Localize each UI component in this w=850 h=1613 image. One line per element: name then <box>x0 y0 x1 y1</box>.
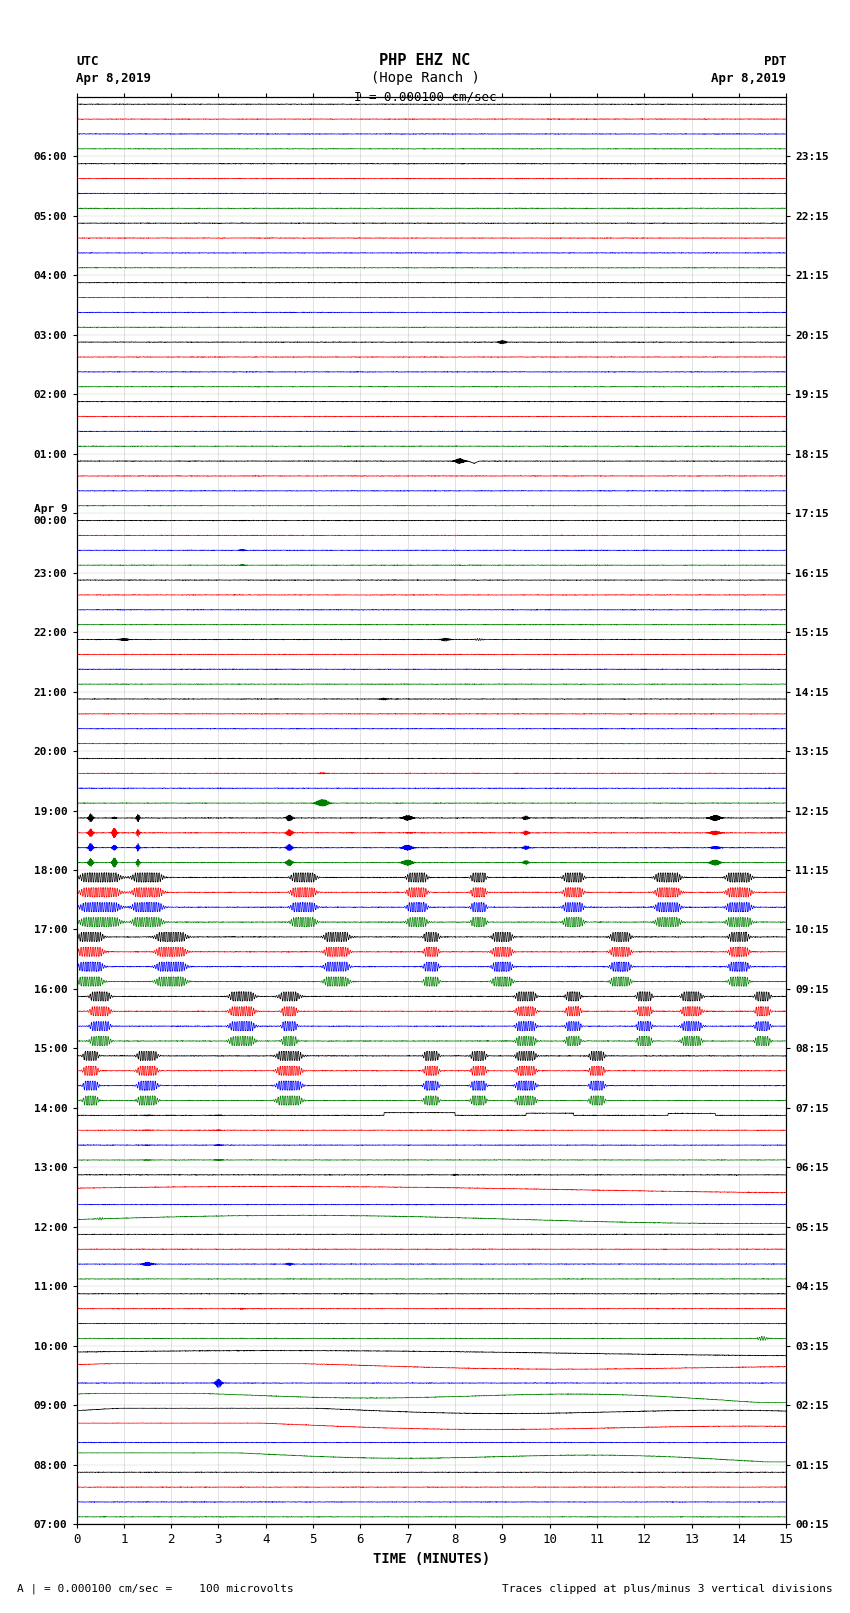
Text: (Hope Ranch ): (Hope Ranch ) <box>371 71 479 85</box>
Text: Apr 8,2019: Apr 8,2019 <box>711 73 786 85</box>
Text: A | = 0.000100 cm/sec =    100 microvolts: A | = 0.000100 cm/sec = 100 microvolts <box>17 1582 294 1594</box>
Text: PHP EHZ NC: PHP EHZ NC <box>379 53 471 68</box>
Text: Traces clipped at plus/minus 3 vertical divisions: Traces clipped at plus/minus 3 vertical … <box>502 1584 833 1594</box>
X-axis label: TIME (MINUTES): TIME (MINUTES) <box>373 1552 490 1566</box>
Text: PDT: PDT <box>764 55 786 68</box>
Text: Apr 8,2019: Apr 8,2019 <box>76 73 151 85</box>
Text: UTC: UTC <box>76 55 99 68</box>
Text: I = 0.000100 cm/sec: I = 0.000100 cm/sec <box>354 90 496 103</box>
